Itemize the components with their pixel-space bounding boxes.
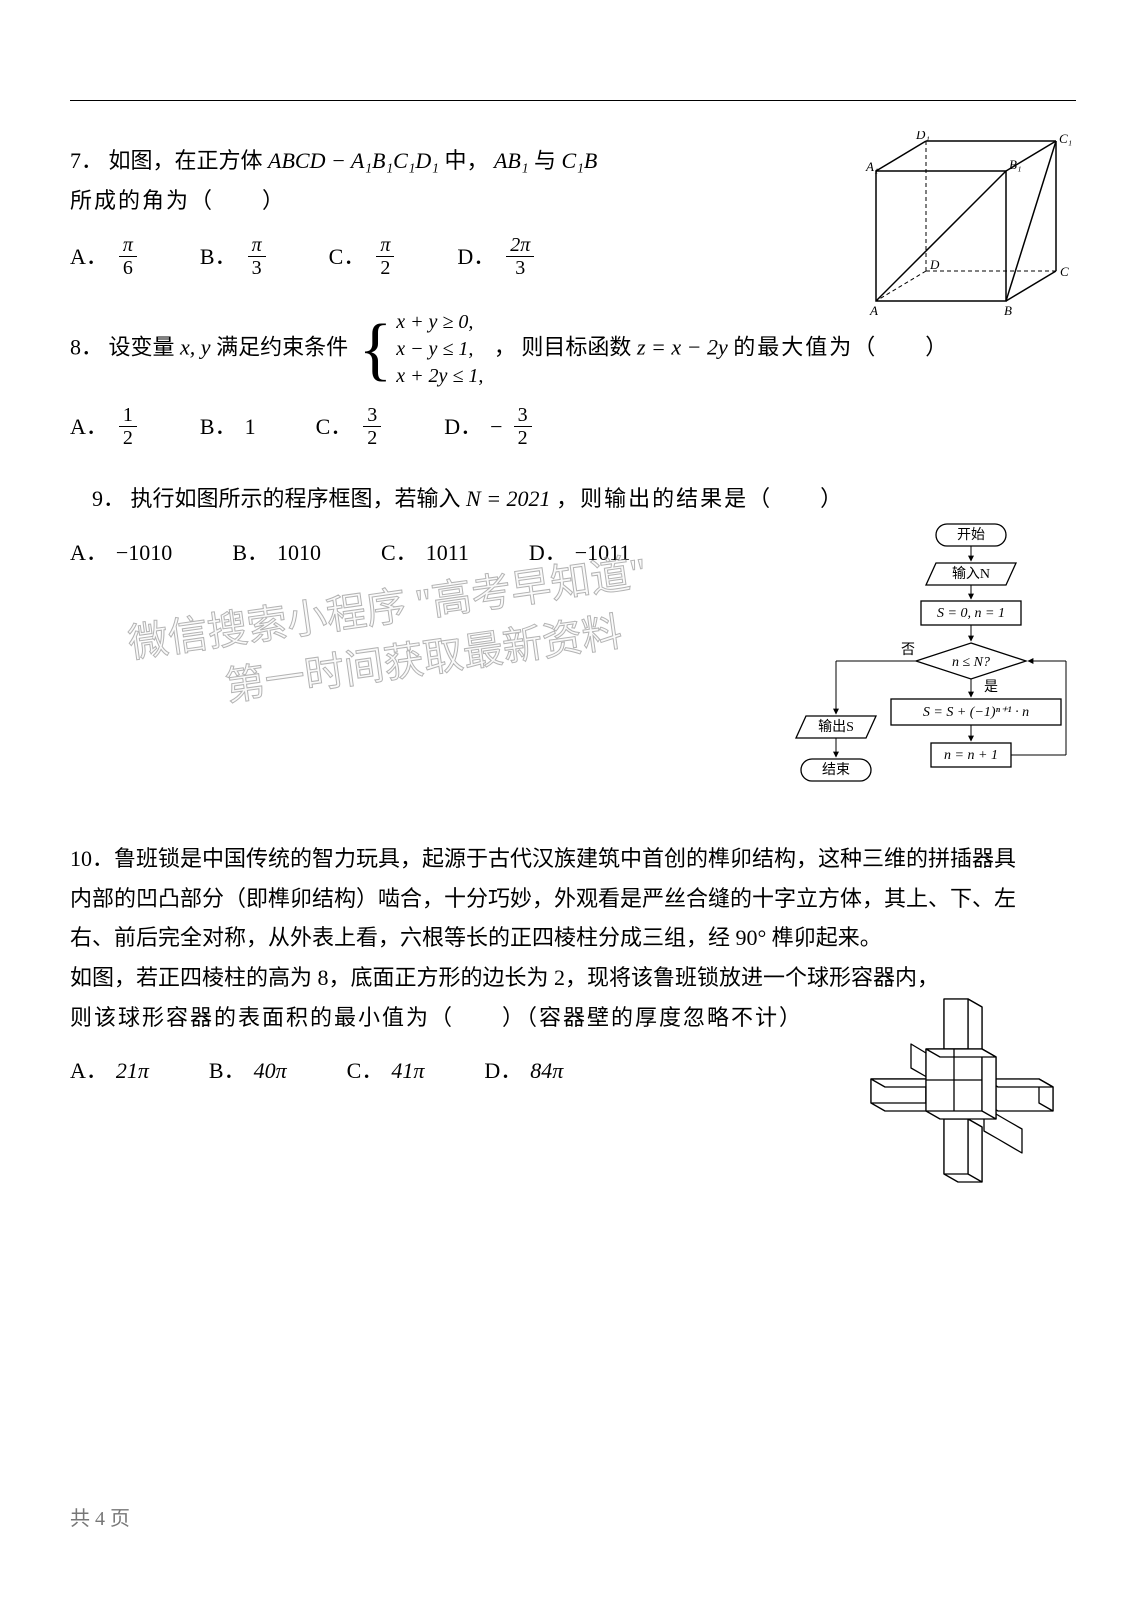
q8-stem: 8． 设变量 x, y 满足约束条件 { x + y ≥ 0, x − y ≤ … <box>70 309 1076 390</box>
lbl-C1: C₁ <box>1059 131 1072 146</box>
q7-B-label: B． <box>200 237 237 277</box>
q8-opt-A: A． 12 <box>70 404 140 449</box>
q8-system: { x + y ≥ 0, x − y ≤ 1, x + 2y ≤ 1, <box>359 309 484 390</box>
question-10: 10．鲁班锁是中国传统的智力玩具，起源于古代汉族建筑中首创的榫卯结构，这种三维的… <box>70 839 1076 1199</box>
q8-obj: z = x − 2y <box>637 335 728 360</box>
q9-opt-C: C．1011 <box>381 533 469 573</box>
q8-number: 8． <box>70 335 103 360</box>
lbl-B1: B₁ <box>1009 157 1021 172</box>
luban-lock-icon <box>856 989 1056 1199</box>
svg-text:输出S: 输出S <box>818 719 854 735</box>
lbl-C: C <box>1060 264 1069 279</box>
q7-expr3: C₁B <box>562 148 598 173</box>
q8-opt-B: B． 1 <box>200 404 256 449</box>
svg-text:S = S + (−1)ⁿ⁺¹ · n: S = S + (−1)ⁿ⁺¹ · n <box>923 705 1029 720</box>
cube-icon: A₁ B₁ C₁ D₁ A B C D <box>846 131 1076 321</box>
question-9: 9． 执行如图所示的程序框图，若输入 N = 2021 ，则输出的结果是（ ） … <box>70 479 1076 799</box>
q8-B-text: 1 <box>245 407 256 447</box>
q7-opt-C: C． π2 <box>329 234 398 279</box>
q9-stem: 9． 执行如图所示的程序框图，若输入 N = 2021 ，则输出的结果是（ ） <box>70 479 1076 519</box>
q9-expr1: N = 2021 <box>466 486 551 511</box>
svg-text:输入N: 输入N <box>952 566 990 582</box>
q7-expr2: AB₁ <box>494 148 529 173</box>
svg-text:是: 是 <box>984 680 998 695</box>
q7-text-d: 所成的角为（ ） <box>70 188 286 213</box>
q7-A-label: A． <box>70 237 108 277</box>
q7-text-a: 如图，在正方体 <box>109 148 269 173</box>
svg-text:n ≤ N?: n ≤ N? <box>952 655 990 670</box>
q10-number: 10． <box>70 846 114 871</box>
q8-vars: x, y <box>180 335 211 360</box>
q7-C-frac: π2 <box>376 234 394 279</box>
q9-text-b: ，则输出的结果是（ ） <box>556 486 844 511</box>
q9-text-a: 执行如图所示的程序框图，若输入 <box>131 486 467 511</box>
lbl-D1: D₁ <box>915 131 930 142</box>
q8-sys-l3: x + 2y ≤ 1, <box>396 363 483 390</box>
q10-opt-B: B．40π <box>209 1051 287 1091</box>
q10-opt-A: A．21π <box>70 1051 149 1091</box>
q8-opt-C: C． 32 <box>316 404 385 449</box>
svg-text:结束: 结束 <box>822 762 850 778</box>
q8-opt-D: D． − 32 <box>444 404 534 449</box>
header-rule <box>70 100 1076 101</box>
q10-p3: 右、前后完全对称，从外表上看，六根等长的正四棱柱分成三组，经 90° 榫卯起来。 <box>70 918 1076 958</box>
svg-text:n = n + 1: n = n + 1 <box>944 748 998 763</box>
q7-opt-A: A． π6 <box>70 234 140 279</box>
q7-text-c: 与 <box>534 148 562 173</box>
q7-A-frac: π6 <box>119 234 137 279</box>
q10-p1: 10．鲁班锁是中国传统的智力玩具，起源于古代汉族建筑中首创的榫卯结构，这种三维的… <box>70 839 1076 879</box>
flowchart-icon: 开始 输入N S = 0, n = 1 n ≤ N? 是 否 S = S + (… <box>726 519 1086 809</box>
lbl-A1: A₁ <box>865 159 878 174</box>
q7-text-b: 中， <box>444 148 488 173</box>
q8-options: A． 12 B． 1 C． 32 D． − 32 <box>70 404 1076 449</box>
q9-opt-A: A．−1010 <box>70 533 172 573</box>
q7-expr1: ABCD − A₁B₁C₁D₁ <box>268 148 439 173</box>
q10-p2: 内部的凹凸部分（即榫卯结构）啮合，十分巧妙，外观看是严丝合缝的十字立方体，其上、… <box>70 879 1076 919</box>
svg-text:否: 否 <box>901 643 915 658</box>
q7-C-label: C． <box>329 237 366 277</box>
q7-number: 7． <box>70 148 103 173</box>
left-brace-icon: { <box>359 315 393 385</box>
q8-text-a: 设变量 <box>109 335 181 360</box>
q7-B-frac: π3 <box>248 234 266 279</box>
q7-D-frac: 2π3 <box>506 234 534 279</box>
q8-sys-l2: x − y ≤ 1, <box>396 336 483 363</box>
q9-opt-B: B．1010 <box>232 533 321 573</box>
q9-number: 9． <box>92 486 125 511</box>
q10-opt-C: C．41π <box>347 1051 425 1091</box>
page-footer: 共 4 页 <box>70 1501 130 1537</box>
q8-D-prefix: − <box>490 407 502 447</box>
q10-opt-D: D．84π <box>484 1051 563 1091</box>
q7-D-label: D． <box>457 237 495 277</box>
question-7: 7． 如图，在正方体 ABCD − A₁B₁C₁D₁ 中， AB₁ 与 C₁B … <box>70 141 1076 279</box>
svg-text:开始: 开始 <box>957 527 985 543</box>
lbl-D: D <box>929 257 940 272</box>
q8-D-label: D． <box>444 407 482 447</box>
q8-text-c: ， 则目标函数 <box>494 335 637 360</box>
q8-sys-l1: x + y ≥ 0, <box>396 309 483 336</box>
q8-C-label: C． <box>316 407 353 447</box>
q7-opt-D: D． 2π3 <box>457 234 537 279</box>
q8-text-b: 满足约束条件 <box>216 335 354 360</box>
question-8: 8． 设变量 x, y 满足约束条件 { x + y ≥ 0, x − y ≤ … <box>70 309 1076 449</box>
svg-text:S = 0, n = 1: S = 0, n = 1 <box>937 606 1005 621</box>
q8-A-label: A． <box>70 407 108 447</box>
q8-text-d: 的最大值为（ ） <box>733 335 949 360</box>
q8-B-label: B． <box>200 407 237 447</box>
q7-opt-B: B． π3 <box>200 234 269 279</box>
q9-opt-D: D．−1011 <box>529 533 630 573</box>
